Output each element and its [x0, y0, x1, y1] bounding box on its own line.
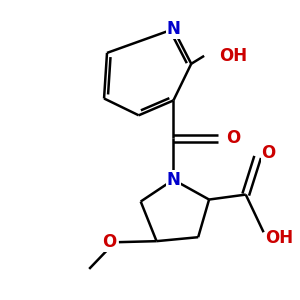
Text: N: N [167, 20, 180, 38]
Text: OH: OH [266, 229, 294, 247]
Text: OH: OH [219, 47, 247, 65]
Text: O: O [262, 144, 276, 162]
Text: O: O [226, 129, 240, 147]
Text: N: N [167, 171, 180, 189]
Text: O: O [102, 233, 116, 251]
